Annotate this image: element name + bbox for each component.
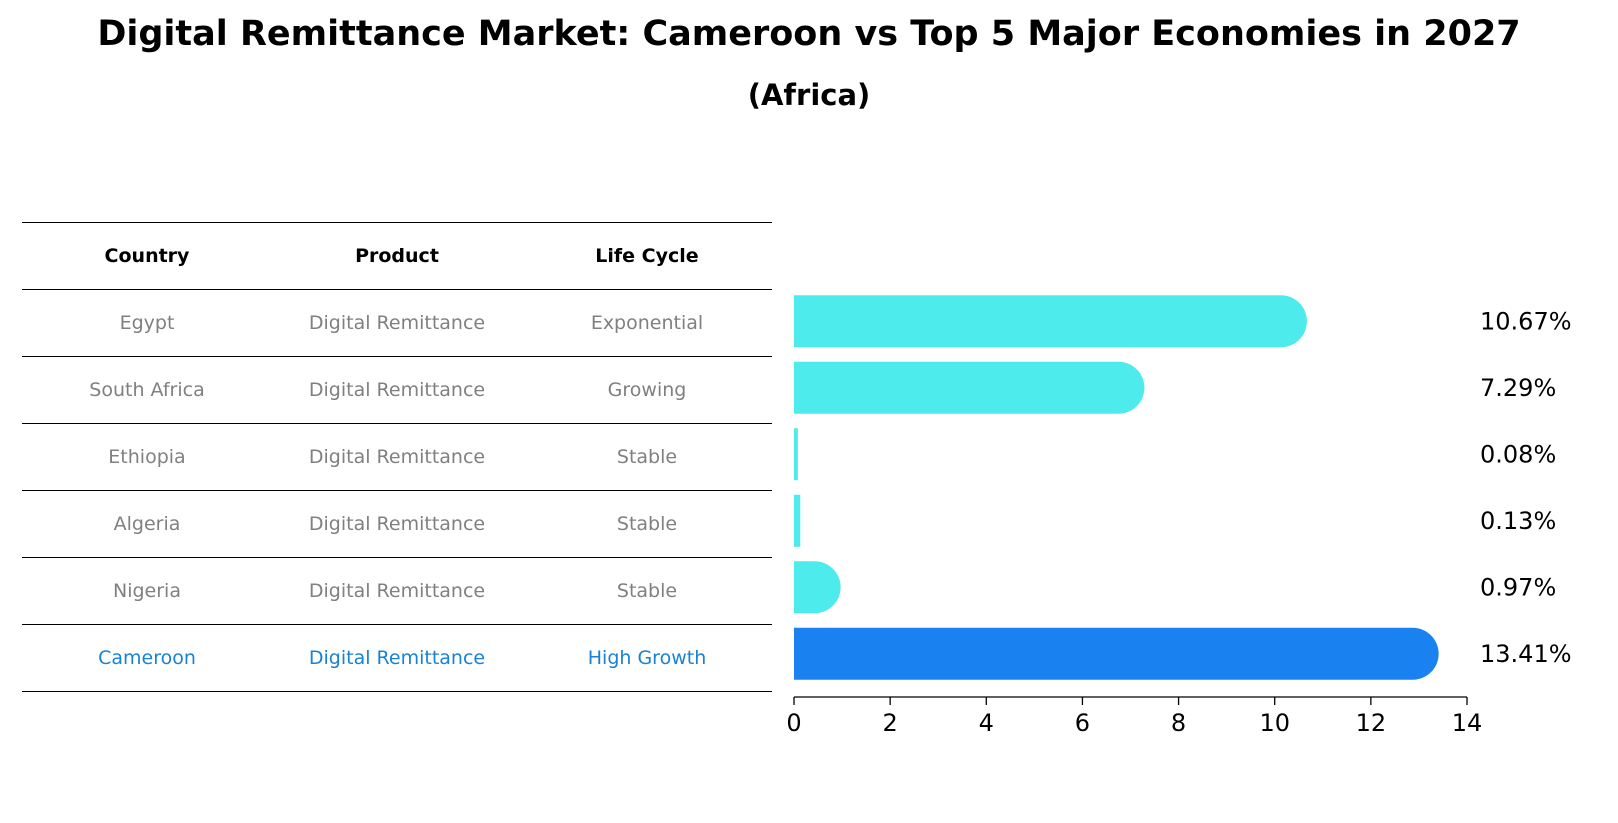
x-tick-label: 14: [1452, 709, 1483, 737]
header-country: Country: [22, 222, 272, 290]
bar-value-label: 0.13%: [1480, 507, 1556, 535]
chart-subtitle: (Africa): [747, 78, 871, 112]
bar-south-africa: [794, 361, 1145, 414]
bar-cameroon: [794, 627, 1439, 680]
x-tick-label: 4: [979, 709, 994, 737]
table-row: Ethiopia Digital Remittance Stable: [22, 423, 772, 491]
cell-life-cycle: Stable: [522, 557, 772, 625]
x-tick-label: 8: [1171, 709, 1186, 737]
cell-country: Egypt: [22, 289, 272, 357]
cell-product: Digital Remittance: [272, 423, 522, 491]
bar-egypt: [794, 295, 1307, 348]
market-table: Country Product Life Cycle Egypt Digital…: [22, 222, 772, 692]
bar-algeria: [794, 494, 801, 547]
cell-country: Ethiopia: [22, 423, 272, 491]
cell-life-cycle: Exponential: [522, 289, 772, 357]
header-life-cycle: Life Cycle: [522, 222, 772, 290]
cell-country: South Africa: [22, 356, 272, 424]
x-tick-label: 0: [786, 709, 801, 737]
header-product: Product: [272, 222, 522, 290]
x-tick-label: 10: [1259, 709, 1290, 737]
cell-product: Digital Remittance: [272, 356, 522, 424]
chart-title: Digital Remittance Market: Cameroon vs T…: [97, 14, 1521, 54]
table-row: South Africa Digital Remittance Growing: [22, 356, 772, 424]
cell-country: Cameroon: [22, 624, 272, 692]
cell-life-cycle: Growing: [522, 356, 772, 424]
table-row-highlight: Cameroon Digital Remittance High Growth: [22, 624, 772, 692]
x-tick-label: 12: [1356, 709, 1387, 737]
cell-product: Digital Remittance: [272, 624, 522, 692]
bar-value-label: 10.67%: [1480, 307, 1572, 335]
bar-value-label: 0.08%: [1480, 440, 1556, 468]
cell-country: Nigeria: [22, 557, 272, 625]
table-row: Algeria Digital Remittance Stable: [22, 490, 772, 558]
cell-product: Digital Remittance: [272, 490, 522, 558]
cell-life-cycle: High Growth: [522, 624, 772, 692]
cell-life-cycle: Stable: [522, 490, 772, 558]
bar-value-label: 7.29%: [1480, 374, 1556, 402]
x-tick-label: 2: [883, 709, 898, 737]
cell-product: Digital Remittance: [272, 289, 522, 357]
cell-life-cycle: Stable: [522, 423, 772, 491]
table-row: Nigeria Digital Remittance Stable: [22, 557, 772, 625]
cell-country: Algeria: [22, 490, 272, 558]
x-tick-label: 6: [1075, 709, 1090, 737]
bar-ethiopia: [794, 428, 798, 481]
table-header-row: Country Product Life Cycle: [22, 222, 772, 290]
bar-nigeria: [794, 561, 841, 614]
bar-value-label: 13.41%: [1480, 640, 1572, 668]
bar-value-label: 0.97%: [1480, 573, 1556, 601]
table-row: Egypt Digital Remittance Exponential: [22, 289, 772, 357]
